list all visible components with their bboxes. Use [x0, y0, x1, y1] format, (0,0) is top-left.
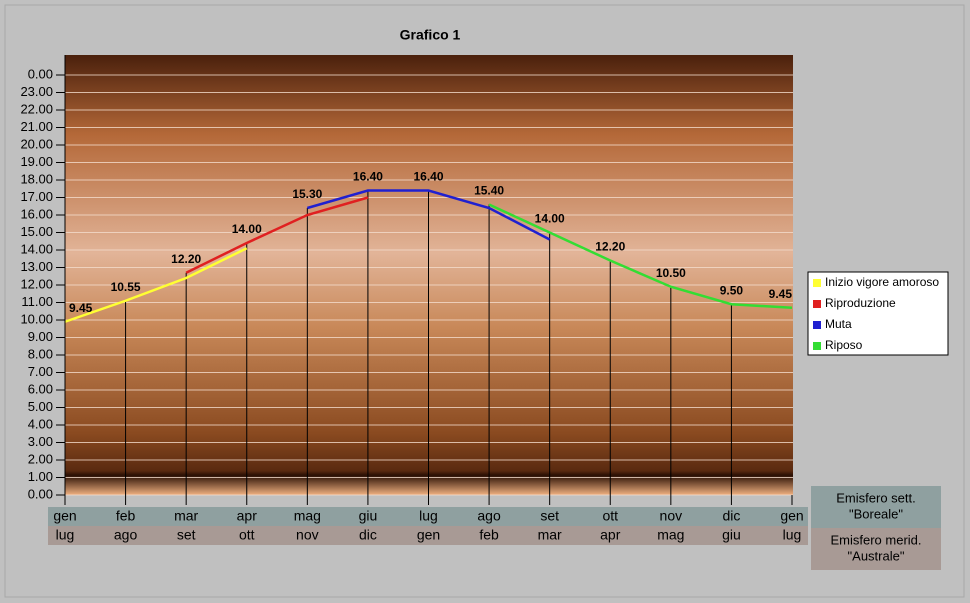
y-tick-label: 7.00 [28, 364, 53, 379]
x-tick-label-2: dic [359, 527, 377, 543]
hemisphere-label: Emisfero sett. [836, 490, 915, 505]
y-tick-label: 5.00 [28, 399, 53, 414]
y-tick-label: 18.00 [20, 171, 53, 186]
y-tick-label: 10.00 [20, 311, 53, 326]
row-north [48, 507, 808, 526]
x-tick-label-2: gen [417, 527, 440, 543]
annotation: 16.40 [353, 170, 383, 184]
y-tick-label: 0.00 [28, 66, 53, 81]
annotation: 10.55 [111, 280, 141, 294]
y-tick-label: 9.00 [28, 329, 53, 344]
x-tick-label: mar [174, 508, 198, 524]
x-tick-label-2: mag [657, 527, 684, 543]
y-tick-label: 12.00 [20, 276, 53, 291]
annotation: 9.50 [720, 283, 744, 297]
annotation: 10.50 [656, 266, 686, 280]
x-tick-label: ott [602, 508, 618, 524]
series-line [306, 189, 551, 241]
series-line [185, 196, 369, 274]
y-tick-label: 15.00 [20, 224, 53, 239]
x-tick-label-2: lug [783, 527, 802, 543]
x-tick-label: feb [116, 508, 136, 524]
y-tick-label: 23.00 [20, 84, 53, 99]
x-tick-label: lug [419, 508, 438, 524]
y-tick-label: 0.00 [28, 486, 53, 501]
annotation: 16.40 [413, 170, 443, 184]
x-tick-label-2: mar [538, 527, 562, 543]
annotation: 9.45 [69, 301, 93, 315]
legend-swatch [813, 300, 821, 308]
legend [807, 271, 949, 356]
annotation: 9.45 [769, 287, 793, 301]
y-tick-label: 1.00 [28, 469, 53, 484]
y-tick-label: 20.00 [20, 136, 53, 151]
x-tick-label: gen [53, 508, 76, 524]
y-tick-label: 21.00 [20, 119, 53, 134]
y-tick-label: 22.00 [20, 101, 53, 116]
x-tick-label: set [540, 508, 559, 524]
legend-label: Riproduzione [825, 296, 896, 310]
legend-swatch [813, 279, 821, 287]
x-tick-label: apr [237, 508, 258, 524]
legend-swatch [813, 321, 821, 329]
y-tick-label: 14.00 [20, 241, 53, 256]
x-tick-label: dic [722, 508, 740, 524]
legend-label: Muta [825, 317, 852, 331]
hemisphere-label: Emisfero merid. [830, 532, 921, 547]
hemisphere-label: "Australe" [848, 548, 905, 563]
legend-label: Inizio vigore amoroso [825, 275, 939, 289]
y-tick-label: 3.00 [28, 434, 53, 449]
series-line [64, 247, 248, 323]
x-tick-label-2: lug [56, 527, 75, 543]
x-tick-label: giu [359, 508, 378, 524]
y-tick-label: 19.00 [20, 154, 53, 169]
y-tick-label: 6.00 [28, 381, 53, 396]
annotation: 15.40 [474, 184, 504, 198]
x-tick-label-2: ott [239, 527, 255, 543]
annotation: 12.20 [595, 240, 625, 254]
y-tick-label: 13.00 [20, 259, 53, 274]
hemisphere-box [811, 486, 941, 528]
x-tick-label: ago [477, 508, 501, 524]
chart-title: Grafico 1 [400, 27, 461, 43]
x-tick-label-2: nov [296, 527, 319, 543]
y-tick-label: 2.00 [28, 451, 53, 466]
x-tick-label: gen [780, 508, 803, 524]
annotation: 14.00 [232, 222, 262, 236]
legend-swatch [813, 342, 821, 350]
y-tick-label: 4.00 [28, 416, 53, 431]
series-line [488, 203, 793, 309]
x-tick-label-2: set [177, 527, 196, 543]
x-tick-label: nov [660, 508, 683, 524]
y-tick-label: 11.00 [21, 294, 53, 309]
x-tick-label-2: giu [722, 527, 741, 543]
x-tick-label-2: apr [600, 527, 621, 543]
x-tick-label-2: feb [479, 527, 499, 543]
row-south [48, 526, 808, 545]
y-tick-label: 8.00 [28, 346, 53, 361]
annotation: 12.20 [171, 252, 201, 266]
annotation: 15.30 [292, 187, 322, 201]
y-tick-label: 16.00 [20, 206, 53, 221]
hemisphere-box [811, 528, 941, 570]
x-tick-label-2: ago [114, 527, 138, 543]
hemisphere-label: "Boreale" [849, 506, 903, 521]
x-tick-label: mag [294, 508, 321, 524]
annotation: 14.00 [535, 212, 565, 226]
legend-label: Riposo [825, 338, 863, 352]
y-tick-label: 17.00 [20, 189, 53, 204]
